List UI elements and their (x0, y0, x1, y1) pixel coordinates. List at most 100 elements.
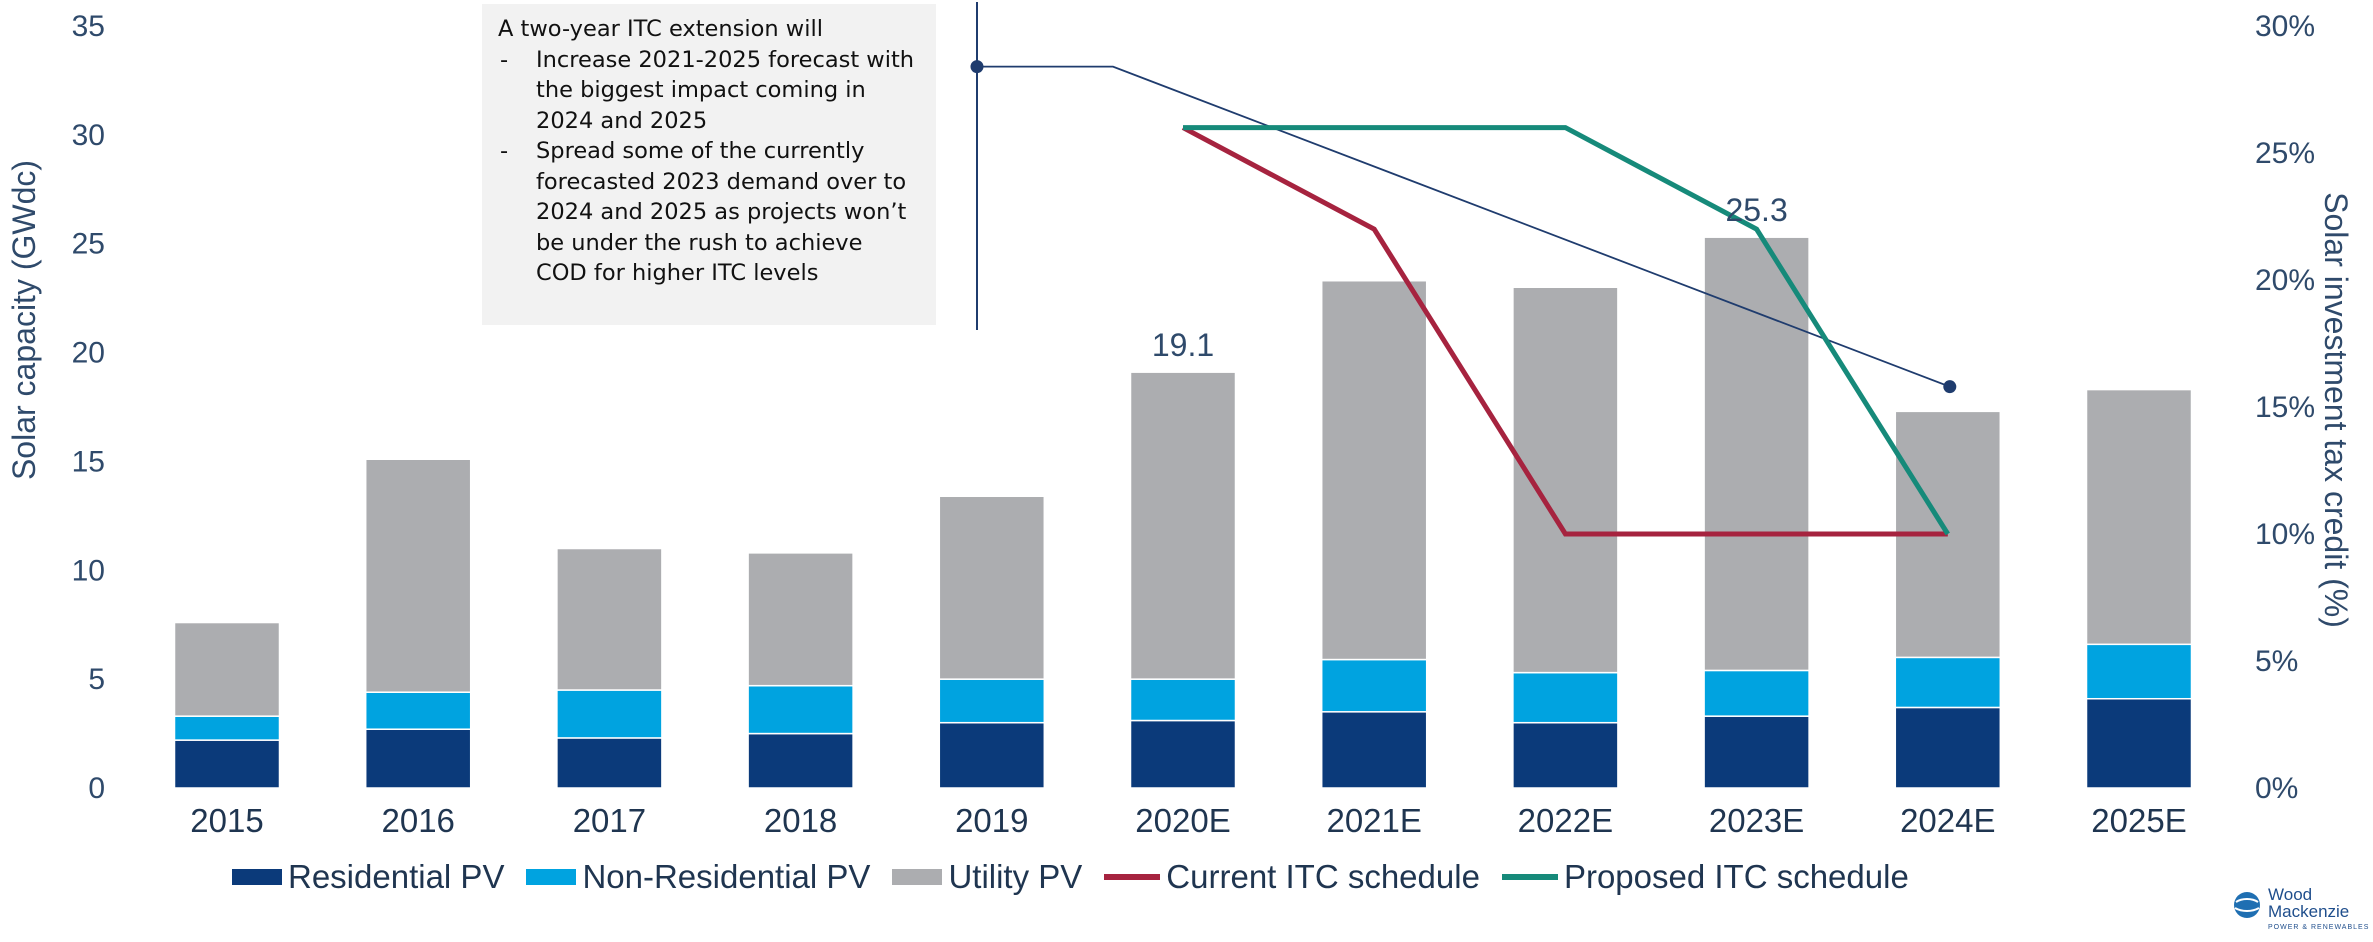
bar-residential-pv (747, 732, 854, 789)
itc-lines (1181, 125, 1950, 537)
legend-swatch (1501, 874, 1558, 880)
x-tick-label: 2021E (1326, 802, 1421, 839)
bar-residential-pv (1129, 719, 1237, 789)
legend-swatch (1104, 874, 1161, 880)
legend-item-current-itc: Current ITC schedule (1104, 858, 1480, 896)
y-tick-label: 25 (72, 228, 105, 261)
annotation-title: A two-year ITC extension will (498, 16, 823, 42)
bars (173, 236, 2193, 789)
x-tick-label: 2015 (190, 802, 263, 839)
bar-utility-pv (747, 552, 854, 687)
bar-utility-pv (364, 458, 472, 693)
bullet-dash: - (500, 138, 509, 164)
y2-tick-label: 0% (2255, 772, 2298, 805)
annotation-box: A two-year ITC extension will - Increase… (482, 4, 936, 325)
annotation-connector (970, 2, 1957, 394)
x-tick-label: 2022E (1518, 802, 1613, 839)
y-tick-label: 30 (72, 119, 105, 152)
bar-utility-pv (1320, 279, 1428, 661)
data-labels: 19.1 25.3 (1152, 192, 1788, 363)
y2-tick-label: 15% (2255, 391, 2315, 424)
y-tick-label: 0 (88, 772, 105, 805)
bar-non-residential-pv (364, 691, 472, 730)
bullet-text: Spread some of the currently forecasted … (536, 138, 907, 286)
legend-item-non-residential: Non-Residential PV (526, 858, 870, 896)
y-tick-label: 10 (72, 554, 105, 587)
x-tick-label: 2020E (1135, 802, 1230, 839)
bar-non-residential-pv (938, 678, 1046, 724)
logo-line1: Wood (2268, 885, 2313, 904)
bar-residential-pv (364, 728, 472, 789)
logo-subtitle: POWER & RENEWABLES (2268, 924, 2370, 931)
y-tick-label: 5 (88, 663, 105, 696)
y2-tick-label: 20% (2255, 264, 2315, 297)
left-axis-ticks: 0 5 10 15 20 25 30 35 (72, 10, 105, 805)
globe-icon (2234, 892, 2260, 918)
wood-mackenzie-logo: Wood Mackenzie POWER & RENEWABLES (2230, 884, 2370, 940)
logo-text: Wood Mackenzie (2268, 886, 2349, 920)
y-tick-label: 20 (72, 337, 105, 370)
right-axis-ticks: 0% 5% 10% 15% 20% 25% 30% (2255, 10, 2315, 805)
legend-label: Utility PV (948, 858, 1083, 895)
annotation-bullet: - Spread some of the currently forecaste… (498, 136, 920, 289)
legend-item-residential: Residential PV (232, 858, 504, 896)
line-current-itc-schedule (1181, 125, 1948, 537)
bar-non-residential-pv (1512, 671, 1619, 724)
bar-total-label: 19.1 (1152, 327, 1214, 363)
y2-tick-label: 25% (2255, 137, 2315, 170)
legend-swatch (892, 869, 943, 885)
legend-swatch (232, 869, 282, 885)
legend-label: Current ITC schedule (1166, 858, 1480, 895)
x-tick-label: 2025E (2091, 802, 2186, 839)
line-proposed-itc-schedule (1183, 125, 1950, 536)
bar-residential-pv (1320, 711, 1428, 789)
bar-utility-pv (2085, 388, 2193, 646)
x-tick-label: 2019 (955, 802, 1028, 839)
bar-utility-pv (173, 621, 281, 717)
bar-residential-pv (173, 739, 281, 789)
y-axis-title: Solar capacity (GWdc) (6, 160, 42, 480)
legend-label: Non-Residential PV (582, 858, 871, 895)
x-tick-label: 2018 (764, 802, 837, 839)
bar-non-residential-pv (1320, 658, 1428, 713)
bar-residential-pv (1894, 706, 2002, 789)
legend-item-proposed-itc: Proposed ITC schedule (1501, 858, 1909, 896)
bar-non-residential-pv (1703, 669, 1810, 717)
category-labels: 2015 2016 2017 2018 2019 2020E 2021E 2022E 2023E… (190, 802, 2186, 839)
connector-dot (970, 60, 984, 74)
bar-utility-pv (1129, 371, 1237, 680)
x-tick-label: 2016 (381, 802, 454, 839)
y-tick-label: 15 (72, 445, 105, 478)
annotation-bullet: - Increase 2021-2025 forecast with the b… (498, 45, 920, 137)
x-tick-label: 2023E (1709, 802, 1804, 839)
connector-pointer (977, 65, 1951, 388)
connector-dot (1943, 380, 1957, 394)
bar-residential-pv (1512, 721, 1619, 789)
bar-non-residential-pv (747, 684, 854, 735)
legend: Residential PV Non-Residential PV Utilit… (232, 858, 1931, 896)
bar-total-label: 25.3 (1725, 192, 1787, 228)
bar-utility-pv (556, 547, 663, 691)
bar-residential-pv (556, 737, 663, 789)
bar-non-residential-pv (1129, 678, 1237, 722)
bar-utility-pv (938, 495, 1046, 680)
bullet-dash: - (500, 46, 509, 73)
y-tick-label: 35 (72, 10, 105, 43)
bullet-text: Increase 2021-2025 forecast with the big… (536, 46, 915, 134)
y2-tick-label: 10% (2255, 518, 2315, 551)
logo-line2: Mackenzie (2268, 902, 2350, 921)
y2-tick-label: 5% (2255, 645, 2298, 678)
legend-swatch (526, 869, 577, 885)
x-tick-label: 2017 (573, 802, 646, 839)
bar-utility-pv (1703, 236, 1810, 672)
y2-tick-label: 30% (2255, 10, 2315, 43)
x-tick-label: 2024E (1900, 802, 1995, 839)
legend-item-utility: Utility PV (892, 858, 1082, 896)
legend-label: Residential PV (288, 858, 505, 895)
bar-residential-pv (1703, 715, 1810, 789)
bar-non-residential-pv (173, 715, 281, 741)
bar-non-residential-pv (556, 689, 663, 739)
bar-residential-pv (2085, 697, 2193, 789)
bar-non-residential-pv (1894, 656, 2002, 709)
